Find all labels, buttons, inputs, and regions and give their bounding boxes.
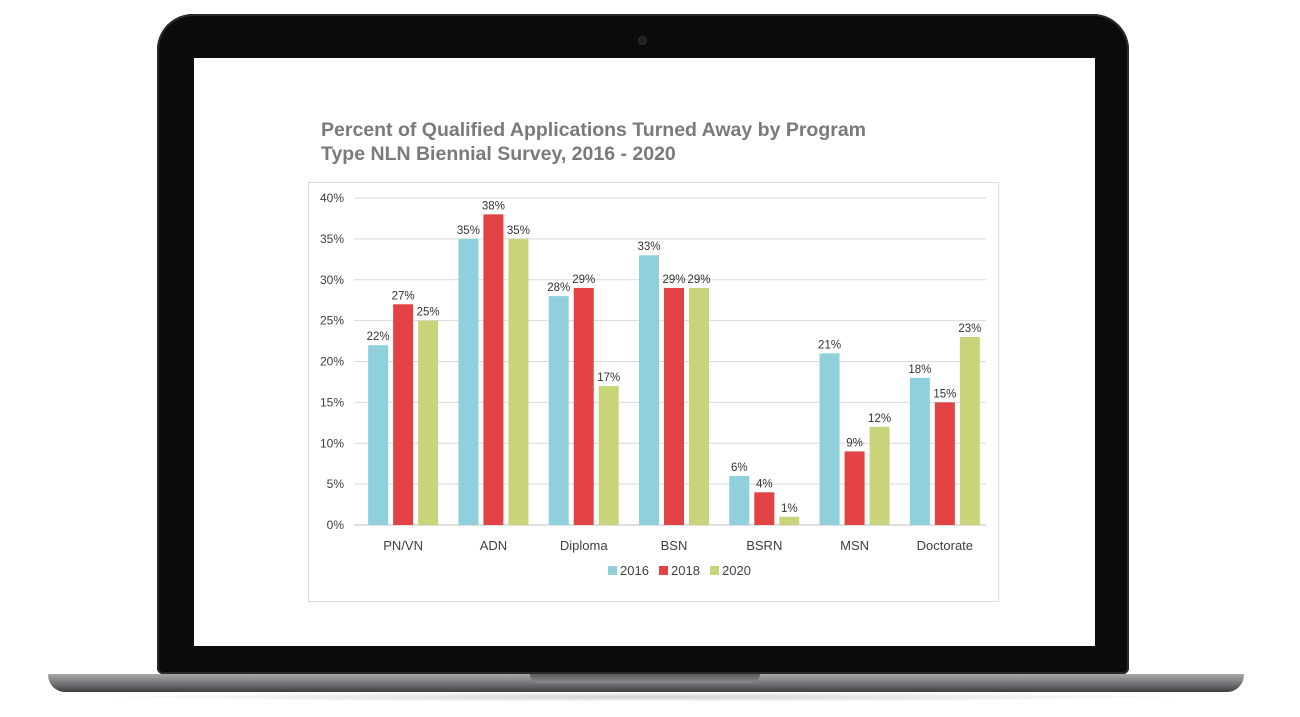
legend-label: 2018 xyxy=(671,563,700,578)
bar-diploma-2018 xyxy=(573,287,594,525)
data-label: 22% xyxy=(367,331,390,343)
bar-doctorate-2020 xyxy=(959,336,980,525)
data-label: 29% xyxy=(662,274,685,286)
x-category-label: Doctorate xyxy=(917,538,973,553)
legend-label: 2016 xyxy=(620,563,649,578)
x-category-label: MSN xyxy=(840,538,869,553)
x-category-label: BSRN xyxy=(746,538,782,553)
bar-adn-2020 xyxy=(508,238,529,525)
data-label: 17% xyxy=(597,372,620,384)
bar-doctorate-2016 xyxy=(909,377,930,525)
data-label: 33% xyxy=(637,241,660,253)
chart-title-line-1: Percent of Qualified Applications Turned… xyxy=(321,119,867,141)
legend: 2016 2018 2020 xyxy=(608,563,751,578)
y-tick-label: 5% xyxy=(327,477,345,491)
bar-msn-2020 xyxy=(869,426,890,525)
data-labels: 22%27%25%35%38%35%28%29%17%33%29% 29%6%4%… xyxy=(367,200,982,514)
bar-bsrn-2018 xyxy=(754,492,775,525)
bar-msn-2016 xyxy=(819,353,840,525)
y-tick-label: 20% xyxy=(320,355,344,369)
bar-bsrn-2020 xyxy=(779,516,800,525)
bar-bsn-2016 xyxy=(639,255,659,525)
bar-pn-vn-2016 xyxy=(368,345,389,525)
data-label: 28% xyxy=(547,282,570,294)
bar-pn-vn-2018 xyxy=(393,304,414,525)
bar-chart: 0%5%10%15%20%25%30%35%40% 22%27%25%35%38… xyxy=(320,191,986,578)
y-tick-label: 30% xyxy=(320,273,344,287)
y-tick-label: 40% xyxy=(320,191,344,205)
bar-bsn-2018 xyxy=(664,287,684,525)
data-label: 4% xyxy=(756,478,773,490)
laptop-notch xyxy=(530,674,760,683)
x-category-label: BSN xyxy=(661,538,688,553)
bar-msn-2018 xyxy=(844,451,865,525)
data-label: 29% xyxy=(572,274,595,286)
data-label: 15% xyxy=(933,388,956,400)
x-category-label: Diploma xyxy=(560,538,608,553)
data-label: 29% xyxy=(687,274,710,286)
bars xyxy=(368,214,980,525)
legend-swatch-2018 xyxy=(659,566,668,575)
chart-title: Percent of Qualified Applications Turned… xyxy=(321,118,941,166)
data-label: 25% xyxy=(417,307,440,319)
data-label: 18% xyxy=(908,364,931,376)
data-label: 1% xyxy=(781,503,798,515)
bar-adn-2018 xyxy=(483,214,504,525)
data-label: 38% xyxy=(482,200,505,212)
legend-label: 2020 xyxy=(722,563,751,578)
laptop-shadow xyxy=(90,692,1200,702)
laptop-base xyxy=(48,674,1244,692)
camera-icon xyxy=(639,37,646,44)
bar-pn-vn-2020 xyxy=(418,320,439,525)
chart-title-line-2: Type NLN Biennial Survey, 2016 - 2020 xyxy=(321,143,676,165)
x-axis-labels: PN/VN ADN Diploma BSN BSRN MSN Doctorate xyxy=(383,538,973,553)
legend-swatch-2020 xyxy=(710,566,719,575)
data-label: 35% xyxy=(457,225,480,237)
bar-doctorate-2018 xyxy=(934,402,955,525)
bar-diploma-2020 xyxy=(598,386,619,525)
x-category-label: ADN xyxy=(480,538,507,553)
data-label: 35% xyxy=(507,225,530,237)
y-tick-label: 10% xyxy=(320,436,344,450)
bar-bsrn-2016 xyxy=(729,475,750,525)
y-tick-label: 0% xyxy=(327,518,345,532)
chart-frame: 0% 5% 10% 15% 20% 25% 30% 35% 40% 22% 27% 25% 35% 38… xyxy=(308,182,999,602)
y-tick-label: 35% xyxy=(320,232,344,246)
y-tick-label: 15% xyxy=(320,395,344,409)
data-label: 23% xyxy=(958,323,981,335)
bar-bsn-2020 xyxy=(689,287,709,525)
y-axis-ticks: 0% 5% 10% 15% 20% 25% 30% 35% 40% xyxy=(320,191,344,532)
bar-adn-2016 xyxy=(458,238,479,525)
screen: Percent of Qualified Applications Turned… xyxy=(194,58,1095,646)
x-category-label: PN/VN xyxy=(383,538,423,553)
data-label: 12% xyxy=(868,413,891,425)
data-label: 21% xyxy=(818,339,841,351)
legend-swatch-2016 xyxy=(608,566,617,575)
bar-diploma-2016 xyxy=(548,296,569,525)
data-label: 27% xyxy=(392,290,415,302)
y-tick-label: 25% xyxy=(320,314,344,328)
data-label: 9% xyxy=(846,437,863,449)
data-label: 6% xyxy=(731,462,748,474)
